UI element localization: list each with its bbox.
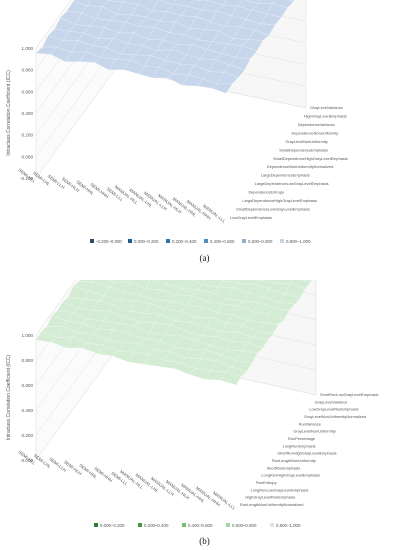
plot-area: 0.0000.2000.4000.6000.8001.000SEMI-HLLSE… <box>6 280 378 511</box>
y-tick-label: RunLengthNonUniformityNormalized <box>240 502 303 507</box>
y-tick-label: DependenceEntropy <box>248 190 284 195</box>
legend-label: 0.600–0.800 <box>248 239 273 244</box>
z-tick-label: 0.600 <box>22 383 34 388</box>
y-tick-label: DependenceNonUniformity <box>292 130 339 135</box>
y-tick-label: GrayLevelVariance <box>310 105 343 110</box>
z-tick-label: 0.600 <box>22 89 34 94</box>
legend-swatch <box>270 523 274 527</box>
legend-swatch <box>182 523 186 527</box>
legend-label: 0.400–0.600 <box>188 523 213 528</box>
y-tick-label: LargeDependenceHighGrayLevelEmphasis <box>242 198 317 203</box>
y-tick-label: GrayLevelNonUniformity <box>285 139 327 144</box>
legend: 0.000–0.200 0.200–0.400 0.400–0.600 0.600–0… <box>94 523 301 528</box>
legend-label: 0.200–0.400 <box>172 239 197 244</box>
legend-label: 0.000–0.200 <box>100 523 125 528</box>
legend-label: 0.800–1.000 <box>276 523 301 528</box>
y-tick-label: RunEntropy <box>256 480 277 485</box>
legend-label: -0.200–0.000 <box>96 239 122 244</box>
legend-label: 0.000–0.200 <box>134 239 159 244</box>
z-tick-label: 0.200 <box>22 433 34 438</box>
legend-swatch <box>94 523 98 527</box>
y-tick-label: LowGrayLevelRunEmphasis <box>309 407 358 412</box>
y-tick-label: ShortRunLowGrayLevelEmphasis <box>320 392 378 397</box>
legend-swatch <box>138 523 142 527</box>
surface-chart-a: -0.2000.0000.2000.4000.6000.8001.000SEMI… <box>6 0 348 244</box>
z-tick-label: -0.200 <box>20 176 33 181</box>
legend-swatch <box>90 239 94 243</box>
plot-area: -0.2000.0000.2000.4000.6000.8001.000SEMI… <box>6 0 348 224</box>
y-tick-label: GrayLevelNonUniformityNormalized <box>304 414 366 419</box>
z-tick-label: 0.200 <box>22 133 34 138</box>
legend-label: 0.200–0.400 <box>144 523 169 528</box>
legend-swatch <box>166 239 170 243</box>
y-tick-label: LongRunHighGrayLevelEmphasis <box>261 473 320 478</box>
surface-chart-b: 0.0000.2000.4000.6000.8001.000SEMI-HLLSE… <box>6 280 378 528</box>
y-tick-label: SmallDependenceLowGrayLevelEmphasis <box>236 207 310 212</box>
panel-label-b: (b) <box>199 536 210 546</box>
y-tick-label: LargeDependenceLowGrayLevelEmphasis <box>255 181 329 186</box>
z-axis-label: Intraclass Correlation Coefficient (ICC) <box>6 354 12 440</box>
z-tick-label: 0.400 <box>22 408 34 413</box>
legend-label: 0.600–0.800 <box>232 523 257 528</box>
y-tick-label: DependenceVariance <box>298 122 335 127</box>
y-tick-label: HighGrayLevelRunEmphasis <box>245 495 295 500</box>
z-tick-label: 0.000 <box>22 154 34 159</box>
y-tick-label: LargeDependenceEmphasis <box>261 173 310 178</box>
z-tick-label: 0.800 <box>22 358 34 363</box>
legend-label: 0.400–0.600 <box>210 239 235 244</box>
y-tick-label: GrayLevelNonUniformity <box>293 429 335 434</box>
y-tick-label: RunLengthNonUniformity <box>272 458 316 463</box>
z-tick-label: 1.000 <box>22 46 34 51</box>
z-tick-label: 0.000 <box>22 458 34 463</box>
surface-face <box>220 371 242 386</box>
y-tick-label: LongRunEmphasis <box>283 443 316 448</box>
chart-panel-b: 0.000 0.200 0.400 0.600 0.800 1.000 SEMI-HLL SE… <box>0 280 409 550</box>
legend-swatch <box>226 523 230 527</box>
legend-label: 0.800–1.000 <box>286 239 311 244</box>
y-tick-label: SmallDependenceHighGrayLevelEmphasis <box>273 156 348 161</box>
legend-swatch <box>204 239 208 243</box>
gridline <box>35 280 77 336</box>
legend-swatch <box>128 239 132 243</box>
panel-label-a: (a) <box>199 253 210 263</box>
y-tick-label: DependenceNonUniformityNormalized <box>267 164 333 169</box>
y-tick-label: SmallDependenceEmphasis <box>279 147 328 152</box>
z-axis-label: Intraclass Correlation Coefficient (ICC) <box>6 70 12 156</box>
y-tick-label: HighGrayLevelEmphasis <box>304 113 347 118</box>
surface-face <box>211 83 233 94</box>
z-tick-label: 0.400 <box>22 111 34 116</box>
z-tick-label: 1.000 <box>22 333 34 338</box>
y-tick-label: LongRunLowGrayLevelEmphasis <box>251 487 309 492</box>
z-tick-label: 0.800 <box>22 68 34 73</box>
chart-panel-a: -0.200 0.000 0.200 0.400 0.600 0.800 1.000 SEMI… <box>0 0 409 272</box>
y-tick-label: RunVariance <box>299 421 321 426</box>
legend-swatch <box>242 239 246 243</box>
y-tick-label: ShortRunEmphasis <box>267 465 301 470</box>
y-tick-label: RunPercentage <box>288 436 315 441</box>
y-tick-label: ShortRunHighGrayLevelEmphasis <box>277 451 336 456</box>
legend: -0.200–0.000 0.000–0.200 0.200–0.400 0.400–… <box>90 239 311 244</box>
y-tick-label: GrayLevelVariance <box>315 399 348 404</box>
gridline <box>35 0 72 49</box>
legend-swatch <box>280 239 284 243</box>
y-tick-label: LowGrayLevelEmphasis <box>230 215 272 220</box>
x-tick-label: SEMI-HLL <box>17 449 36 466</box>
